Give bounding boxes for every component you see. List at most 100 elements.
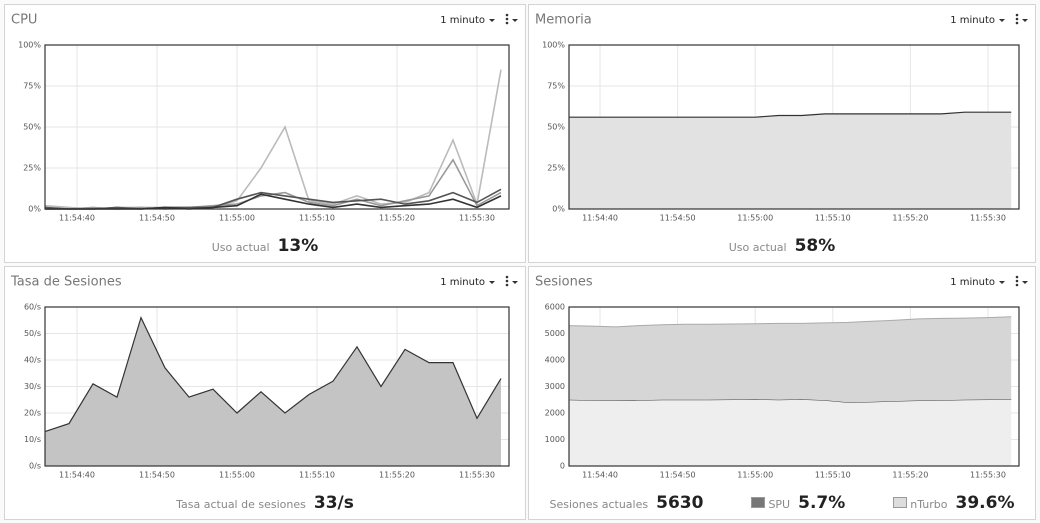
menu-dot: [505, 279, 509, 283]
x-tick-label: 11:55:20: [892, 214, 928, 223]
menu-caret: [1022, 19, 1028, 22]
y-tick-label: 2000: [545, 409, 565, 418]
x-tick-label: 11:55:10: [299, 471, 335, 480]
summary-value: 13%: [277, 236, 319, 256]
summary: Sesiones actuales 5630 SPU 5.7% nTurbo 39.6%: [529, 493, 1035, 513]
summary: Tasa actual de sesiones 33/s: [5, 493, 525, 513]
menu-dot: [1015, 283, 1019, 287]
legend-swatch: [751, 497, 766, 508]
y-tick-label: 3000: [545, 382, 565, 391]
summary-value: 39.6%: [955, 493, 1015, 513]
x-tick-label: 11:55:00: [737, 471, 773, 480]
menu-dot: [505, 275, 509, 279]
panel-menu[interactable]: [505, 13, 518, 25]
menu-dot: [505, 283, 509, 287]
stacked-area-line: [568, 316, 1012, 328]
y-tick-label: 50%: [23, 123, 41, 132]
x-tick-label: 11:55:20: [892, 471, 928, 480]
area-line: [569, 111, 1012, 118]
panel-title: Memoria: [535, 13, 592, 28]
x-tick-label: 11:55:00: [219, 214, 255, 223]
x-tick-label: 11:55:10: [815, 471, 851, 480]
y-tick-label: 100%: [18, 41, 41, 50]
summary-label-text: SPU: [768, 498, 791, 511]
summary-value: 5.7%: [798, 493, 846, 513]
summary-value: 5630: [656, 493, 704, 513]
summary-value: 58%: [794, 236, 836, 256]
x-tick-label: 11:54:40: [582, 471, 618, 480]
y-tick-label: 0/s: [29, 462, 41, 471]
menu-dot: [505, 21, 509, 25]
y-tick-label: 60/s: [24, 303, 41, 312]
x-tick-label: 11:55:20: [379, 471, 415, 480]
summary-label-text: Uso actual: [211, 241, 270, 254]
summary-label: Tasa actual de sesiones: [176, 498, 306, 511]
area-fill: [45, 317, 501, 466]
dropdown-caret: [999, 19, 1005, 22]
menu-dot: [1015, 21, 1019, 25]
panel: Memoria 1 minuto 0% 25% 50% 75% 100% 11:54:40 11…: [528, 4, 1036, 263]
panel-title: Tasa de Sesiones: [10, 275, 122, 290]
menu-dot: [1015, 13, 1019, 17]
y-tick-label: 40/s: [24, 356, 41, 365]
menu-caret: [1022, 281, 1028, 284]
summary-label: Uso actual: [212, 241, 270, 254]
y-tick-label: 20/s: [24, 409, 41, 418]
menu-dot: [505, 13, 509, 17]
stacked-area-fill: [569, 399, 1012, 466]
chart: Memoria 1 minuto 0% 25% 50% 75% 100% 11:54:40 11…: [535, 13, 1028, 223]
panel: Tasa de Sesiones 1 minuto 0/s 10/s 20/s 30/s 4…: [4, 266, 526, 520]
y-tick-label: 75%: [23, 82, 41, 91]
panel-menu[interactable]: [1015, 13, 1028, 25]
menu-caret: [512, 19, 518, 22]
x-tick-label: 11:55:20: [379, 214, 415, 223]
menu-dot: [1015, 17, 1019, 21]
x-tick-label: 11:55:30: [459, 471, 495, 480]
panel-title: Sesiones: [535, 275, 593, 290]
plot-frame: [44, 44, 510, 210]
dropdown-caret: [489, 19, 495, 22]
x-tick-label: 11:54:50: [139, 471, 175, 480]
legend-swatch: [893, 497, 908, 508]
x-tick-label: 11:55:00: [737, 214, 773, 223]
y-tick-label: 1000: [545, 435, 565, 444]
chart: Sesiones 1 minuto 0 1000 2000 3000 4000 5000 600…: [535, 275, 1028, 480]
panel-title: CPU: [11, 13, 37, 28]
y-tick-label: 50%: [547, 123, 565, 132]
time-range-dropdown[interactable]: 1 minuto: [440, 277, 485, 288]
x-tick-label: 11:54:50: [139, 214, 175, 223]
y-tick-label: 5000: [545, 329, 565, 338]
dropdown-caret: [489, 281, 495, 284]
panel-menu[interactable]: [1015, 275, 1028, 287]
y-tick-label: 0%: [552, 205, 565, 214]
summary-label: SPU: [751, 497, 790, 511]
y-tick-label: 4000: [545, 356, 565, 365]
x-tick-label: 11:54:40: [59, 471, 95, 480]
y-tick-label: 50/s: [24, 329, 41, 338]
x-tick-label: 11:54:40: [59, 214, 95, 223]
summary-label-text: Sesiones actuales: [549, 498, 649, 511]
x-tick-label: 11:55:10: [815, 214, 851, 223]
chart: Tasa de Sesiones 1 minuto 0/s 10/s 20/s 30/s 4…: [10, 275, 518, 480]
plot-frame: [568, 306, 1020, 467]
summary-label: nTurbo: [893, 497, 948, 511]
x-tick-label: 11:54:50: [660, 471, 696, 480]
x-tick-label: 11:55:30: [459, 214, 495, 223]
y-tick-label: 30/s: [24, 382, 41, 391]
x-tick-label: 11:54:50: [660, 214, 696, 223]
panel-menu[interactable]: [505, 275, 518, 287]
time-range-dropdown[interactable]: 1 minuto: [440, 15, 485, 26]
y-tick-label: 25%: [547, 164, 565, 173]
x-tick-label: 11:55:30: [970, 471, 1006, 480]
menu-caret: [512, 281, 518, 284]
y-tick-label: 100%: [542, 41, 565, 50]
area-line: [44, 315, 502, 433]
y-tick-label: 25%: [23, 164, 41, 173]
panel: CPU 1 minuto 0% 25% 50% 75% 100% 11:54:40 11:54:…: [4, 4, 526, 263]
time-range-dropdown[interactable]: 1 minuto: [950, 277, 995, 288]
time-range-dropdown[interactable]: 1 minuto: [950, 15, 995, 26]
y-tick-label: 75%: [547, 82, 565, 91]
summary-label: Sesiones actuales: [550, 498, 649, 511]
summary-label-text: Tasa actual de sesiones: [176, 498, 306, 511]
menu-dot: [505, 17, 509, 21]
